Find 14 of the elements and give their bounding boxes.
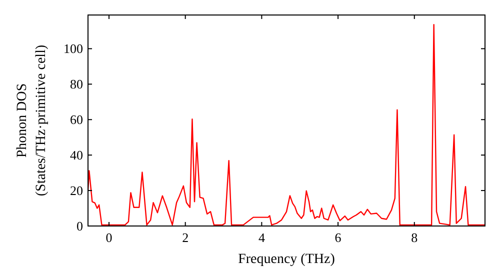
y-tick-label: 60 <box>70 112 83 128</box>
x-tick-label: 2 <box>182 230 189 245</box>
y-tick-label: 20 <box>70 183 83 198</box>
x-tick-label: 4 <box>258 230 266 245</box>
y-tick-label: 100 <box>64 41 83 56</box>
line-series <box>88 24 485 226</box>
x-tick-label: 8 <box>411 230 418 245</box>
x-axis-title: Frequency (THz) <box>238 252 336 267</box>
y-axis-title: Phonon DOS (States/THz·primitive cell) <box>15 44 49 196</box>
y-tick-label: 80 <box>70 76 83 92</box>
y-tick-label: 40 <box>70 148 83 163</box>
y-tick-label: 0 <box>76 218 83 234</box>
x-tick-label: 6 <box>334 230 342 245</box>
x-tick-label: 0 <box>106 230 112 245</box>
